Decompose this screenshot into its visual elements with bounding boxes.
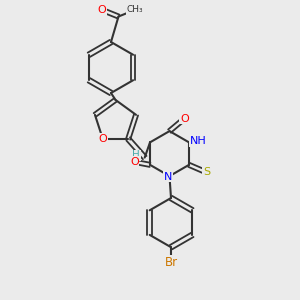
Text: Br: Br bbox=[164, 256, 178, 269]
Text: O: O bbox=[98, 5, 106, 15]
Text: N: N bbox=[164, 172, 172, 182]
Text: H: H bbox=[132, 150, 140, 160]
Text: O: O bbox=[98, 134, 107, 144]
Text: O: O bbox=[130, 157, 139, 167]
Text: CH₃: CH₃ bbox=[127, 5, 143, 14]
Text: O: O bbox=[180, 113, 189, 124]
Text: S: S bbox=[203, 167, 210, 177]
Text: NH: NH bbox=[190, 136, 206, 146]
